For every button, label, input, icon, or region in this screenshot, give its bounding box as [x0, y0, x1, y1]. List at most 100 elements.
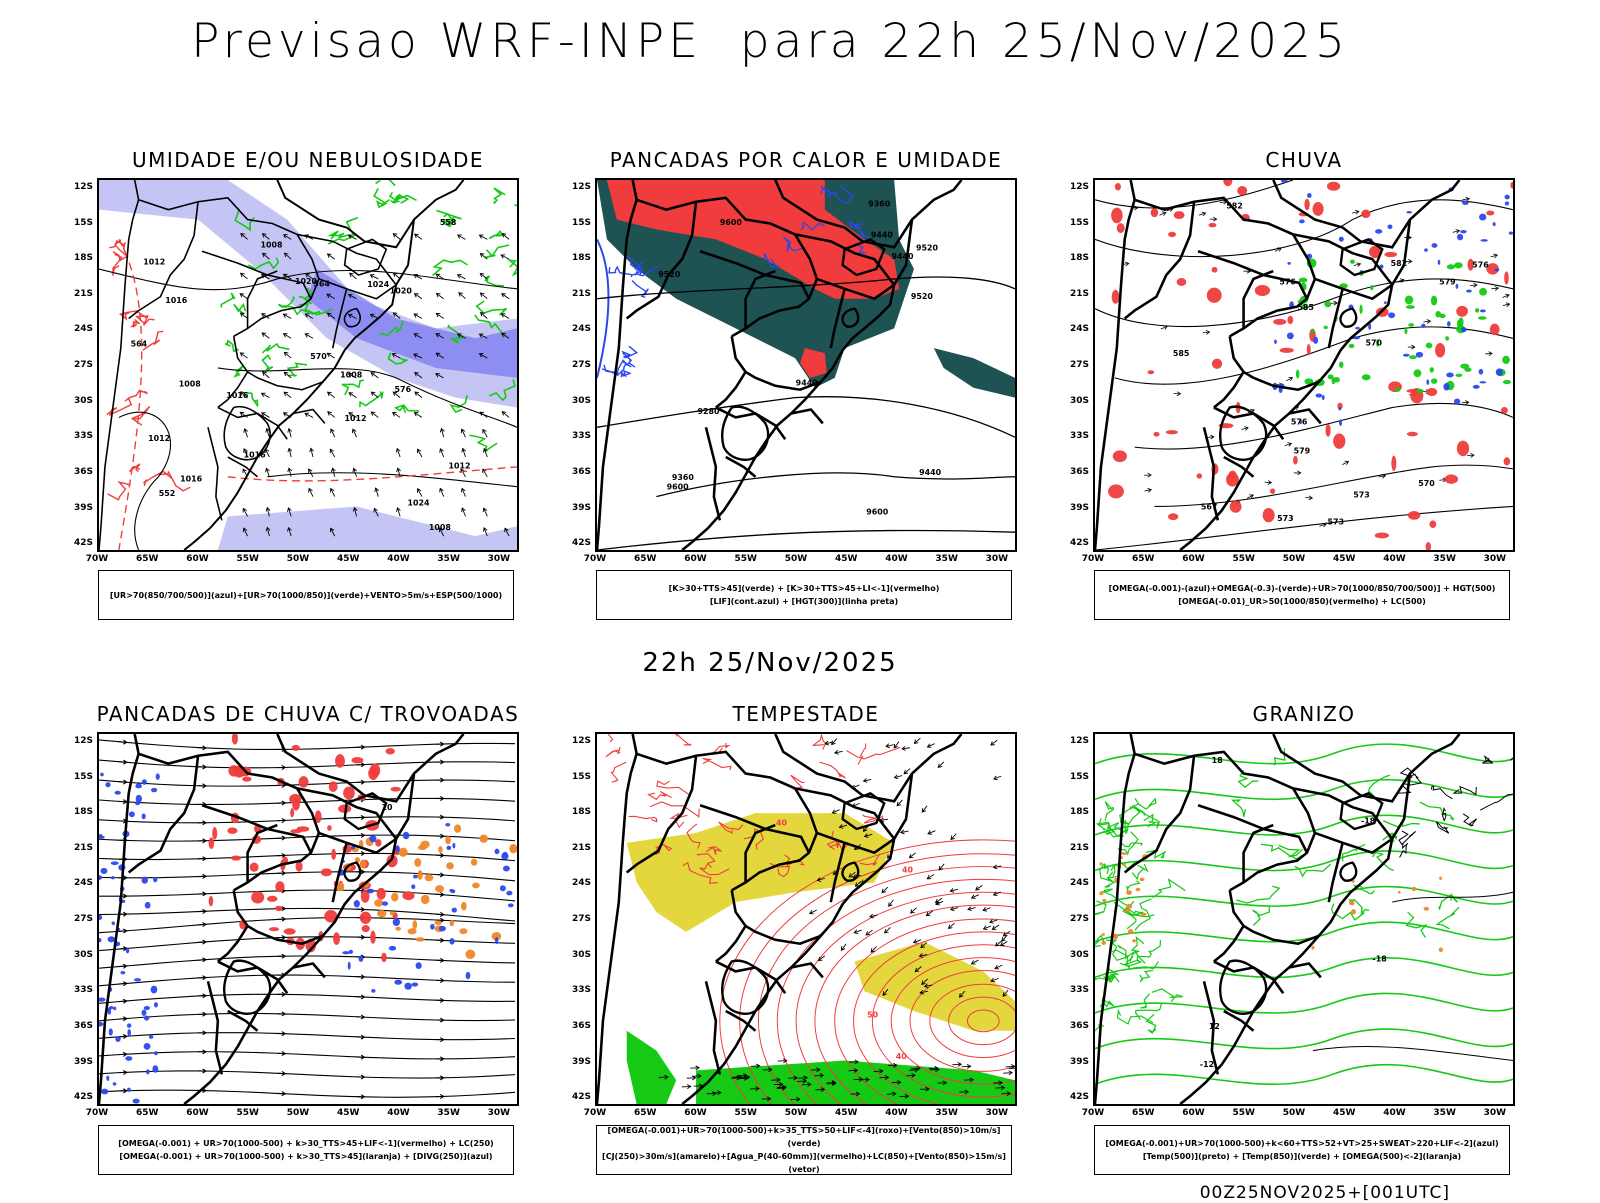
longitude-label: 35W: [932, 554, 962, 564]
latitude-label: 42S: [61, 538, 93, 548]
contour-label: 576: [1279, 277, 1296, 286]
longitude-label: 65W: [132, 554, 162, 564]
contour-label: 576: [395, 385, 412, 394]
longitude-label: 40W: [1379, 554, 1409, 564]
contour-label: 9440: [796, 379, 819, 388]
longitude-label: 50W: [781, 1108, 811, 1118]
contour-label: 10: [381, 803, 393, 812]
latitude-label: 39S: [61, 503, 93, 513]
longitude-label: 40W: [383, 1108, 413, 1118]
longitude-label: 50W: [1279, 1108, 1309, 1118]
middle-title: 22h 25/Nov/2025: [0, 648, 1570, 678]
contour-label: 582: [1391, 259, 1408, 268]
contour-label: 567: [1201, 503, 1218, 512]
contour-label: 1012: [148, 434, 170, 443]
latitude-label: 21S: [559, 289, 591, 299]
latitude-label: 39S: [559, 1057, 591, 1067]
latitude-label: 21S: [559, 843, 591, 853]
contour-label: 576: [1291, 418, 1308, 427]
latitude-label: 12S: [61, 736, 93, 746]
longitude-label: 30W: [484, 1108, 514, 1118]
legend-line: [LIF](cont.azul) + [HGT(300)](linha pret…: [597, 595, 1011, 608]
contour-label: 9600: [720, 218, 743, 227]
longitude-label: 50W: [781, 554, 811, 564]
latitude-label: 15S: [61, 772, 93, 782]
contour-label: 570: [1366, 339, 1383, 348]
latitude-label: 30S: [61, 950, 93, 960]
longitude-label: 30W: [484, 554, 514, 564]
longitude-label: 35W: [932, 1108, 962, 1118]
contour-label: 1016: [180, 474, 203, 483]
contour-label: -18: [1372, 955, 1387, 964]
panel-title: PANCADAS POR CALOR E UMIDADE: [555, 148, 1057, 172]
latitude-label: 30S: [559, 396, 591, 406]
latitude-label: 15S: [61, 218, 93, 228]
latitude-label: 15S: [1057, 772, 1089, 782]
legend-box: [OMEGA(-0.001) + UR>70(1000-500) + k>30_…: [98, 1125, 514, 1175]
contour-label: 552: [159, 489, 176, 498]
latitude-label: 33S: [1057, 985, 1089, 995]
contour-label: 9360: [672, 473, 695, 482]
legend-box: [OMEGA(-0.001)+UR>70(1000-500)+k<60+TTS>…: [1094, 1125, 1510, 1175]
contour-label: 582: [1226, 202, 1243, 211]
longitude-label: 55W: [731, 1108, 761, 1118]
latitude-label: 33S: [559, 985, 591, 995]
longitude-label: 55W: [1229, 554, 1259, 564]
legend-line: [OMEGA(-0.001)-(azul)+OMEGA(-0.3)-(verde…: [1095, 582, 1509, 595]
longitude-label: 45W: [333, 1108, 363, 1118]
latitude-label: 42S: [1057, 1092, 1089, 1102]
longitude-label: 55W: [731, 554, 761, 564]
legend-line: [OMEGA(-0.001)+UR>70(1000-500)+k<60+TTS>…: [1095, 1137, 1509, 1150]
latitude-label: 39S: [559, 503, 591, 513]
contour-label: 573: [1353, 490, 1370, 499]
latitude-label: 27S: [559, 914, 591, 924]
contour-label: 9520: [916, 244, 939, 253]
contour-label: 9280: [698, 407, 721, 416]
latitude-label: 21S: [1057, 843, 1089, 853]
latitude-label: 42S: [61, 1092, 93, 1102]
longitude-label: 60W: [1178, 1108, 1208, 1118]
map-panel: 10: [97, 732, 519, 1106]
latitude-label: 33S: [1057, 431, 1089, 441]
contour-label: 1024: [367, 280, 390, 289]
contour-label: 9440: [871, 230, 894, 239]
contour-label: 9360: [868, 199, 891, 208]
longitude-label: 55W: [233, 1108, 263, 1118]
longitude-label: 60W: [182, 1108, 212, 1118]
legend-line: [K>30+TTS>45](verde) + [K>30+TTS>45+LI<-…: [597, 582, 1011, 595]
latitude-label: 30S: [1057, 396, 1089, 406]
contour-label: 573: [1327, 517, 1344, 526]
latitude-label: 36S: [61, 467, 93, 477]
map-layers: 1008100810121012101210161016101610201020…: [99, 180, 517, 550]
legend-line: [UR>70(850/700/500)](azul)+[UR>70(1000/8…: [99, 589, 513, 602]
map-layers: 9600952096009520952096009440944094409440…: [597, 180, 1015, 550]
longitude-label: 65W: [1128, 1108, 1158, 1118]
latitude-label: 36S: [1057, 1021, 1089, 1031]
legend-line: [OMEGA(-0.001)+UR>70(1000-500)+k>35_TTS>…: [597, 1124, 1011, 1150]
legend-box: [UR>70(850/700/500)](azul)+[UR>70(1000/8…: [98, 570, 514, 620]
longitude-label: 40W: [383, 554, 413, 564]
latitude-label: 42S: [559, 1092, 591, 1102]
contour-label: 1012: [449, 461, 471, 470]
contour-label: 573: [1277, 514, 1294, 523]
longitude-label: 45W: [1329, 1108, 1359, 1118]
contour-label: 1016: [226, 391, 249, 400]
footer-run-label: 00Z25NOV2025+[001UTC]: [1200, 1183, 1450, 1203]
longitude-label: 65W: [630, 554, 660, 564]
longitude-label: 35W: [434, 1108, 464, 1118]
latitude-label: 33S: [559, 431, 591, 441]
contour-label: -12: [1200, 1060, 1214, 1069]
contour-label: 1008: [260, 241, 283, 250]
contour-label: 558: [440, 218, 457, 227]
latitude-label: 33S: [61, 431, 93, 441]
legend-line: [OMEGA(-0.01)_UR>50(1000/850)(vermelho) …: [1095, 595, 1509, 608]
contour-label: 1012: [143, 257, 165, 266]
contour-label: 9600: [866, 507, 889, 516]
latitude-label: 27S: [1057, 360, 1089, 370]
